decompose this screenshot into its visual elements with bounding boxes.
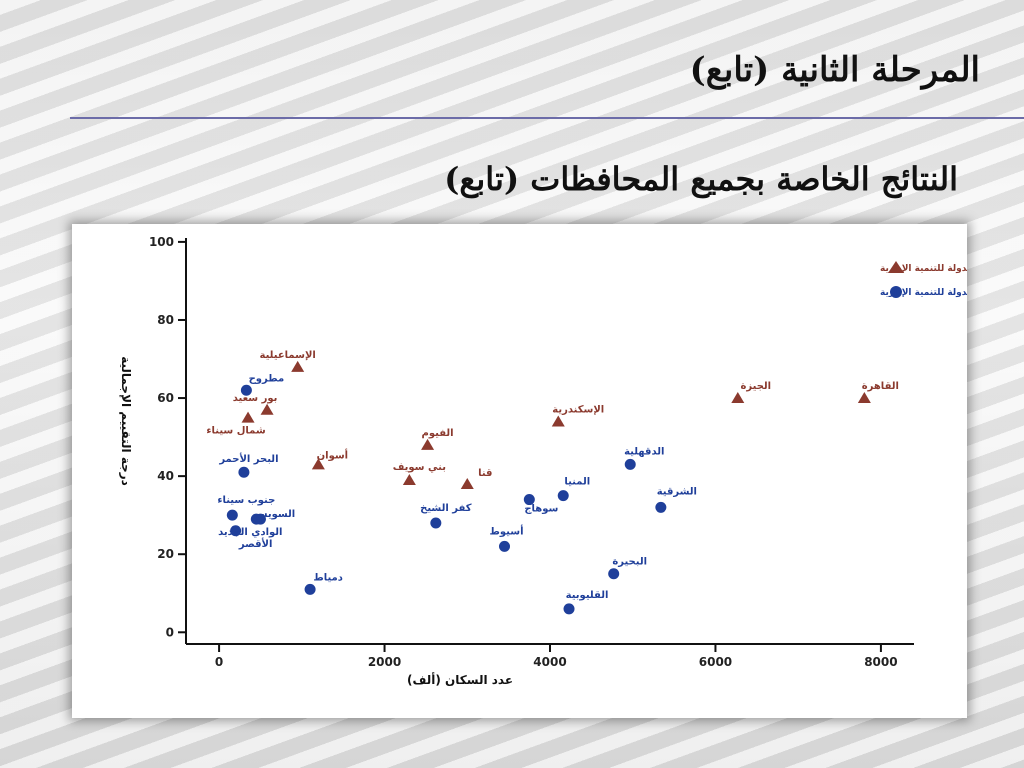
point-label: المنيا <box>564 477 590 488</box>
point-label: البحر الأحمر <box>218 452 278 465</box>
legend-triangle-icon <box>888 261 904 273</box>
point-label: الفيوم <box>422 428 454 439</box>
data-points <box>226 360 871 615</box>
circle-marker <box>523 494 535 506</box>
slide-subtitle: النتائج الخاصة بجميع المحافظات (تابع) <box>444 160 958 198</box>
point-labels: الإسماعيلية بور سعيد شمال سيناء أسوان الفيوم… <box>206 350 899 601</box>
y-tick-label: 40 <box>157 469 174 483</box>
y-tick-label: 60 <box>157 391 174 405</box>
point-label: القاهرة <box>862 381 899 392</box>
point-label: الأقصر <box>238 537 272 550</box>
point-label: أسيوط <box>490 524 524 537</box>
triangle-marker <box>460 477 474 489</box>
point-label: كفر الشيخ <box>420 503 472 514</box>
y-tick-label: 0 <box>166 625 174 639</box>
point-label: البحيرة <box>612 557 647 568</box>
circle-marker <box>608 568 620 580</box>
point-label: أسوان <box>317 448 349 461</box>
circle-marker <box>250 513 262 525</box>
legend-label-not-developed: البوابات التي لم تطورها وزارة الدولة للت… <box>880 288 967 298</box>
circle-marker <box>238 466 250 478</box>
triangle-marker <box>311 458 325 470</box>
triangle-marker <box>241 411 255 423</box>
circle-marker <box>240 384 252 396</box>
circle-marker <box>304 583 316 595</box>
y-tick-label: 20 <box>157 547 174 561</box>
triangle-marker <box>421 438 435 450</box>
point-label: بور سعيد <box>233 393 278 404</box>
point-label: شمال سيناء <box>206 426 265 437</box>
triangle-marker <box>857 392 871 404</box>
circle-marker <box>226 509 238 521</box>
circle-marker <box>557 490 569 502</box>
x-tick-label: 2000 <box>368 655 401 669</box>
scatter-chart: 0 20 40 60 80 100 0 2000 4000 6000 8000 عدد السكان … <box>119 235 967 687</box>
x-tick-label: 4000 <box>533 655 566 669</box>
circle-marker <box>230 525 242 537</box>
y-tick-label: 80 <box>157 313 174 327</box>
x-axis-title: عدد السكان (ألف) <box>407 672 513 687</box>
point-label: الوادي الجديد <box>218 527 282 538</box>
circle-marker <box>563 603 575 615</box>
point-label: الدقهلية <box>624 446 664 457</box>
x-tick-label: 6000 <box>699 655 732 669</box>
point-label: سوهاج <box>524 504 558 515</box>
legend-circle-icon <box>890 286 902 298</box>
point-label: السويس <box>254 509 296 520</box>
point-label: الإسماعيلية <box>260 350 316 361</box>
point-label: جنوب سيناء <box>217 495 275 506</box>
x-tick-label: 8000 <box>864 655 897 669</box>
circle-marker <box>499 540 510 552</box>
y-axis-title: درجة التقييم الإجمالية <box>119 356 133 486</box>
point-label: دمياط <box>313 572 343 583</box>
circle-marker <box>624 458 636 470</box>
x-tick-label: 0 <box>215 655 223 669</box>
point-label: الإسكندرية <box>552 404 604 415</box>
point-label: القليوبية <box>566 590 609 601</box>
triangle-marker <box>551 415 565 427</box>
circle-marker <box>655 501 667 513</box>
point-label: مطروح <box>249 373 285 384</box>
triangle-marker <box>291 360 305 372</box>
point-label: قنا <box>478 468 492 479</box>
slide-title: المرحلة الثانية (تابع) <box>689 50 980 90</box>
point-label: الشرقية <box>657 486 697 497</box>
y-tick-label: 100 <box>149 235 174 249</box>
triangle-marker <box>731 392 745 404</box>
triangle-marker <box>260 403 274 415</box>
triangle-marker <box>402 474 416 486</box>
chart-panel: 0 20 40 60 80 100 0 2000 4000 6000 8000 عدد السكان … <box>72 224 967 718</box>
axes: 0 20 40 60 80 100 0 2000 4000 6000 8000 عدد السكان … <box>119 235 914 687</box>
point-label: بني سويف <box>393 462 446 473</box>
point-label: الجيزة <box>740 381 771 392</box>
legend: البوابات المطورة من قبل وزارة الدولة للت… <box>880 261 967 298</box>
legend-label-developed: البوابات المطورة من قبل وزارة الدولة للت… <box>880 264 967 274</box>
circle-marker <box>430 517 442 529</box>
title-divider <box>70 117 1024 119</box>
